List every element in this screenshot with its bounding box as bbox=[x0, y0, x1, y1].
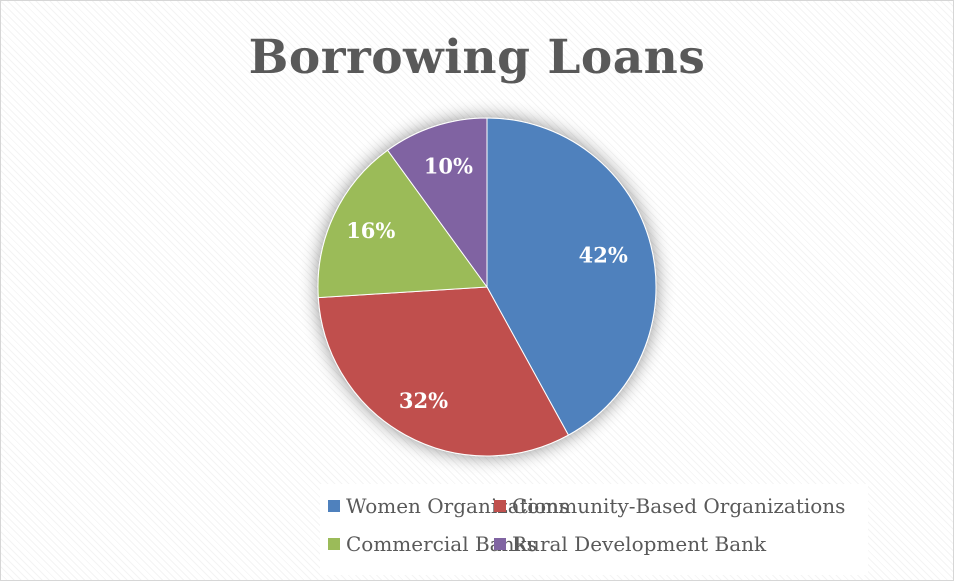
chart-title: Borrowing Loans bbox=[248, 30, 706, 85]
legend-item-women-organizations: Women Organizations bbox=[328, 492, 569, 520]
pie-slice-commercial-banks bbox=[317, 149, 488, 299]
pie-slice-community-based-organizations bbox=[317, 286, 570, 457]
data-label: 16% bbox=[346, 218, 395, 243]
data-label: 10% bbox=[424, 154, 473, 179]
legend-item-community-based-organizations: Community-Based Organizations bbox=[494, 492, 845, 520]
legend-swatch bbox=[494, 500, 506, 512]
legend-label: Community-Based Organizations bbox=[512, 494, 846, 518]
legend-swatch bbox=[328, 500, 340, 512]
legend-label: Rural Development Bank bbox=[512, 532, 767, 556]
legend-swatch bbox=[328, 538, 340, 550]
legend-label: Women Organizations bbox=[346, 494, 570, 518]
data-label: 32% bbox=[399, 388, 448, 413]
pie-slice-rural-development-bank bbox=[386, 117, 488, 289]
data-label: 42% bbox=[579, 243, 628, 268]
legend: Women Organizations Community-Based Orga… bbox=[320, 484, 868, 575]
legend-swatch bbox=[494, 538, 506, 550]
legend-item-rural-development-bank: Rural Development Bank bbox=[494, 530, 766, 558]
pie-slice-women-organizations bbox=[486, 117, 657, 436]
